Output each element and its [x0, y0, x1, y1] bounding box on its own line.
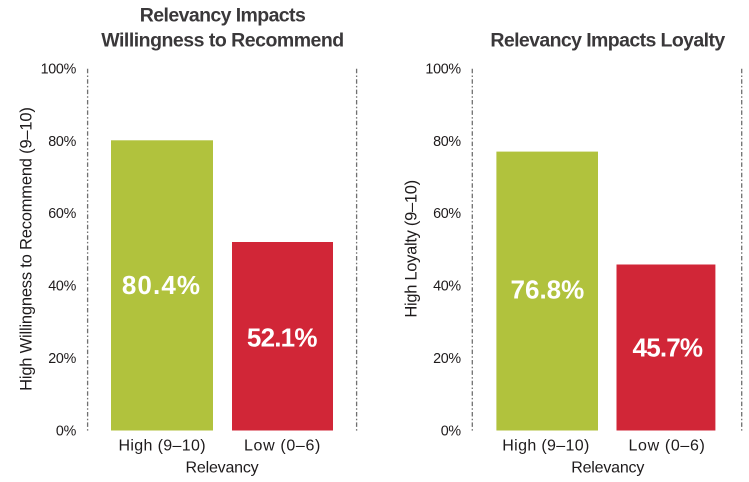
svg-text:100%: 100%	[41, 61, 77, 77]
svg-text:80%: 80%	[433, 134, 461, 150]
svg-text:80.4%: 80.4%	[122, 270, 201, 300]
svg-text:Low (0–6): Low (0–6)	[244, 438, 321, 455]
svg-text:0%: 0%	[441, 424, 462, 440]
svg-text:40%: 40%	[48, 279, 76, 295]
svg-text:Relevancy Impacts Loyalty: Relevancy Impacts Loyalty	[490, 30, 725, 52]
svg-text:76.8%: 76.8%	[511, 275, 585, 305]
svg-text:52.1%: 52.1%	[247, 322, 317, 352]
svg-text:80%: 80%	[48, 134, 76, 150]
svg-text:High (9–10): High (9–10)	[502, 438, 589, 455]
svg-text:20%: 20%	[48, 351, 76, 367]
svg-text:Relevancy: Relevancy	[571, 460, 644, 477]
svg-text:Willingness to Recommend: Willingness to Recommend	[101, 30, 343, 52]
svg-text:Low (0–6): Low (0–6)	[629, 438, 706, 455]
svg-text:60%: 60%	[433, 206, 461, 222]
svg-text:High (9–10): High (9–10)	[118, 438, 205, 455]
svg-text:High Willingness to Recommend: High Willingness to Recommend (9–10)	[18, 107, 36, 391]
svg-text:Relevancy Impacts: Relevancy Impacts	[140, 5, 306, 27]
svg-text:0%: 0%	[56, 424, 77, 440]
svg-text:Relevancy: Relevancy	[186, 460, 259, 477]
svg-text:100%: 100%	[425, 61, 461, 77]
svg-text:40%: 40%	[433, 279, 461, 295]
svg-text:60%: 60%	[48, 206, 76, 222]
svg-text:20%: 20%	[433, 351, 461, 367]
svg-text:High Loyalty (9–10): High Loyalty (9–10)	[403, 180, 421, 317]
svg-text:45.7%: 45.7%	[633, 333, 703, 363]
